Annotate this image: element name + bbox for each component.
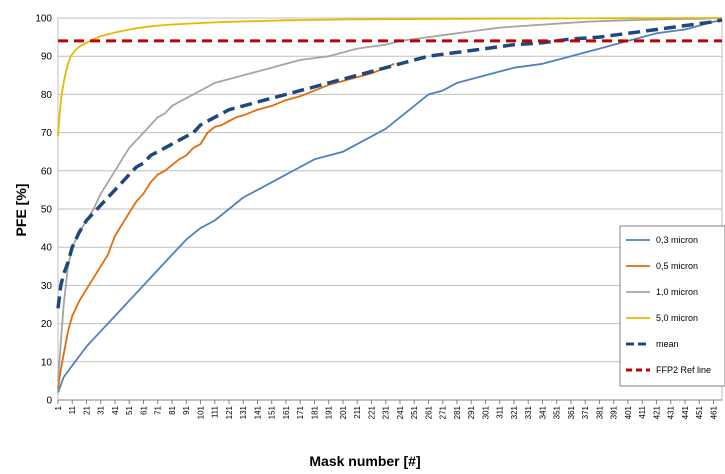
x-tick-label: 221 [367,405,376,419]
x-tick-label: 101 [196,405,205,419]
x-tick-label: 391 [610,405,619,419]
x-tick-label: 121 [225,405,234,419]
x-tick-label: 381 [595,405,604,419]
legend-label: FFP2 Ref line [656,365,711,375]
legend-label: mean [656,339,679,349]
series-line-0-3-micron [57,19,723,393]
x-tick-label: 251 [410,405,419,419]
x-tick-label: 91 [182,405,191,414]
series-line-5-0-micron [57,17,723,137]
x-tick-label: 11 [68,405,77,414]
x-tick-label: 311 [496,405,505,418]
x-tick-label: 301 [481,405,490,419]
y-tick-label: 10 [41,357,53,368]
legend-label: 0,3 micron [656,235,698,245]
x-tick-label: 401 [624,405,633,419]
x-tick-label: 461 [709,405,718,419]
x-axis-title: Mask number [#] [309,453,420,469]
x-tick-label: 351 [553,405,562,419]
x-tick-label: 71 [154,405,163,414]
x-tick-label: 441 [681,405,690,419]
x-tick-label: 261 [424,405,433,419]
x-tick-label: 171 [296,405,305,419]
x-tick-label: 161 [282,405,291,419]
y-tick-label: 60 [41,166,53,177]
legend-label: 5,0 micron [656,313,698,323]
x-tick-label: 1 [54,405,63,410]
x-tick-label: 61 [139,405,148,414]
x-tick-label: 341 [538,405,547,419]
series-layer [56,17,723,393]
x-tick-label: 51 [125,405,134,414]
series-line-mean [56,18,723,309]
x-tick-label: 281 [453,405,462,419]
y-axis-title: PFE [%] [13,184,29,237]
y-tick-label: 100 [35,14,52,25]
y-tick-label: 90 [41,52,53,63]
x-tick-label: 421 [652,405,661,419]
x-tick-label: 141 [253,405,262,419]
series-line-1-0-micron [57,17,723,381]
x-tick-label: 411 [638,405,647,418]
x-tick-label: 201 [339,405,348,419]
x-tick-label: 191 [325,405,334,419]
x-tick-label: 41 [111,405,120,414]
y-tick-label: 40 [41,243,53,254]
x-tick-label: 31 [97,405,106,414]
y-tick-label: 30 [41,281,53,292]
legend-label: 0,5 micron [656,261,698,271]
x-tick-label: 111 [211,405,220,418]
x-tick-label: 371 [581,405,590,419]
legend-box [619,225,725,387]
x-tick-label: 231 [382,405,391,419]
x-tick-label: 21 [82,405,91,414]
y-tick-label: 0 [46,396,52,407]
x-tick-label: 271 [439,405,448,419]
x-tick-label: 81 [168,405,177,414]
legend: 0,3 micron 0,5 micron 1,0 micron 5,0 micron… [619,225,725,387]
x-tick-label: 451 [695,405,704,419]
x-tick-label: 131 [239,405,248,419]
series-line-0-5-micron [57,62,395,389]
y-tick-label: 50 [41,205,53,216]
y-tick-label: 20 [41,319,53,330]
x-tick-label: 181 [310,405,319,419]
x-tick-label: 151 [268,405,277,419]
x-tick-label: 241 [396,405,405,419]
y-tick-label: 70 [41,128,53,139]
x-tick-label: 211 [353,405,362,418]
x-tick-label: 321 [510,405,519,419]
legend-label: 1,0 micron [656,287,698,297]
x-tick-label: 431 [667,405,676,419]
x-tick-label: 331 [524,405,533,419]
x-tick-label: 291 [467,405,476,419]
x-tick-label: 361 [567,405,576,419]
y-tick-label: 80 [41,90,53,101]
